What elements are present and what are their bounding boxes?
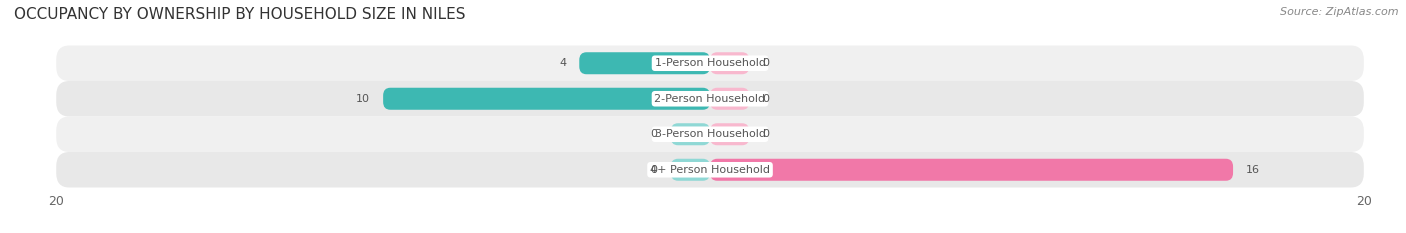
Text: 1-Person Household: 1-Person Household bbox=[655, 58, 765, 68]
FancyBboxPatch shape bbox=[710, 52, 749, 74]
Text: Source: ZipAtlas.com: Source: ZipAtlas.com bbox=[1281, 7, 1399, 17]
Text: 0: 0 bbox=[762, 58, 769, 68]
Text: 4: 4 bbox=[560, 58, 567, 68]
Text: 10: 10 bbox=[356, 94, 370, 104]
Text: 0: 0 bbox=[762, 94, 769, 104]
Text: 2-Person Household: 2-Person Household bbox=[654, 94, 766, 104]
FancyBboxPatch shape bbox=[382, 88, 710, 110]
FancyBboxPatch shape bbox=[56, 45, 1364, 81]
FancyBboxPatch shape bbox=[671, 123, 710, 145]
FancyBboxPatch shape bbox=[710, 159, 1233, 181]
Text: 4+ Person Household: 4+ Person Household bbox=[650, 165, 770, 175]
Text: 0: 0 bbox=[651, 129, 658, 139]
Text: 16: 16 bbox=[1246, 165, 1260, 175]
FancyBboxPatch shape bbox=[56, 152, 1364, 188]
FancyBboxPatch shape bbox=[56, 116, 1364, 152]
FancyBboxPatch shape bbox=[710, 88, 749, 110]
Text: 3-Person Household: 3-Person Household bbox=[655, 129, 765, 139]
Text: 0: 0 bbox=[762, 129, 769, 139]
FancyBboxPatch shape bbox=[56, 81, 1364, 116]
FancyBboxPatch shape bbox=[671, 159, 710, 181]
Text: OCCUPANCY BY OWNERSHIP BY HOUSEHOLD SIZE IN NILES: OCCUPANCY BY OWNERSHIP BY HOUSEHOLD SIZE… bbox=[14, 7, 465, 22]
FancyBboxPatch shape bbox=[579, 52, 710, 74]
FancyBboxPatch shape bbox=[710, 123, 749, 145]
Text: 0: 0 bbox=[651, 165, 658, 175]
